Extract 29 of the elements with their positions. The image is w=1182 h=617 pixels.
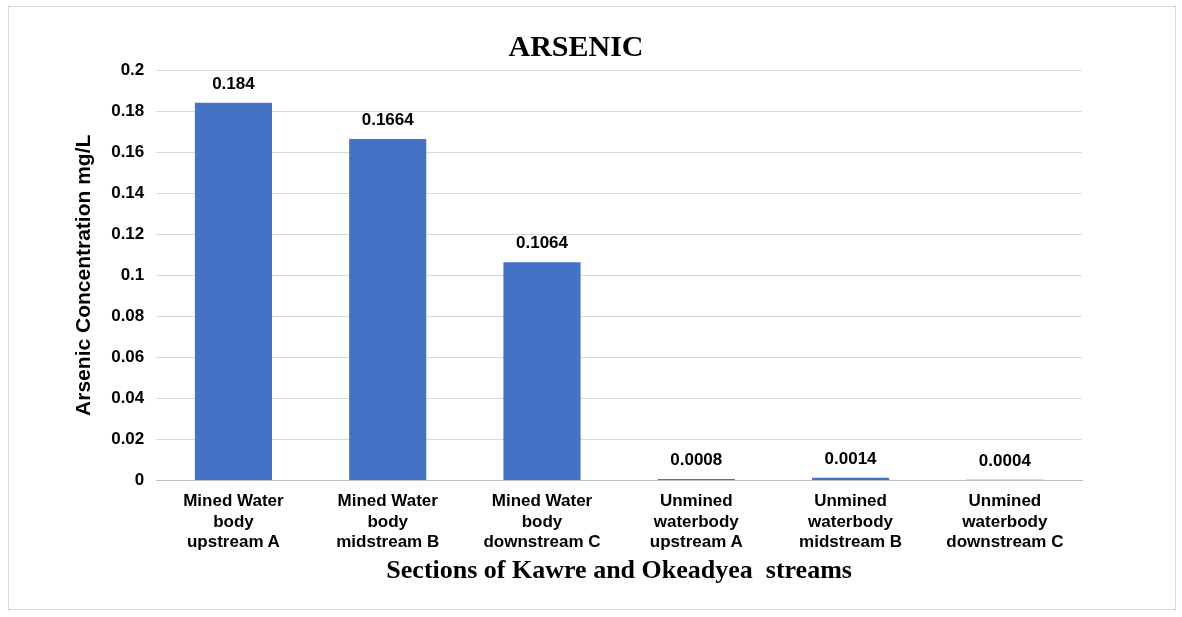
- y-tick-label: 0.2: [120, 59, 145, 79]
- x-tick-label: Mined Water body downstream C: [483, 491, 601, 552]
- data-label: 0.1664: [361, 110, 415, 130]
- x-tick-label: Unmined waterbody upstream A: [649, 491, 743, 552]
- y-axis-title: Arsenic Concentration mg/L: [71, 134, 95, 416]
- x-tick-label: Unmined waterbody midstream B: [799, 491, 903, 552]
- bar: [349, 138, 427, 481]
- x-tick-label: Unmined waterbody downstream C: [946, 491, 1064, 552]
- y-tick-label: 0.04: [111, 388, 145, 408]
- x-tick-label: Mined Water body upstream A: [183, 491, 285, 552]
- x-tick-label: Mined Water body midstream B: [336, 491, 440, 552]
- y-tick-label: 0.1: [120, 264, 145, 284]
- data-label: 0.184: [212, 74, 256, 94]
- data-label: 0.0008: [670, 450, 723, 470]
- data-label: 0.0014: [824, 448, 878, 468]
- x-axis-title: Sections of Kawre and Okeadyea streams: [386, 555, 852, 585]
- y-tick-label: 0.18: [111, 100, 145, 120]
- y-tick-label: 0.14: [111, 182, 145, 202]
- chart-title: ARSENIC: [508, 28, 644, 62]
- y-tick-label: 0.02: [111, 429, 145, 449]
- y-tick-label: 0.16: [111, 141, 145, 161]
- y-tick-label: 0: [134, 470, 145, 490]
- data-label: 0.0004: [978, 450, 1032, 470]
- y-tick-label: 0.12: [111, 223, 145, 243]
- y-tick-label: 0.06: [111, 347, 145, 367]
- y-tick-label: 0.08: [111, 306, 145, 326]
- bar: [194, 102, 272, 481]
- data-label: 0.1064: [516, 233, 569, 253]
- bar: [503, 262, 581, 481]
